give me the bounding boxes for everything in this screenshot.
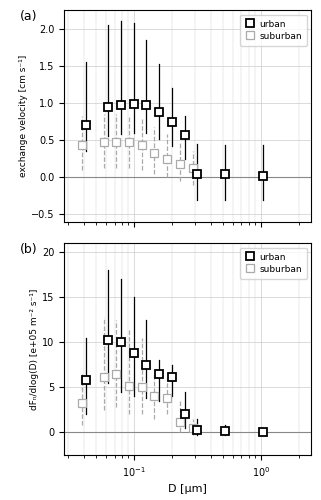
urban (144, 102, 148, 108)
suburban (178, 418, 182, 424)
suburban (80, 400, 83, 406)
urban (157, 109, 160, 115)
urban (183, 132, 187, 138)
suburban (127, 382, 131, 388)
suburban (114, 371, 118, 377)
urban (84, 122, 88, 128)
suburban (178, 161, 182, 167)
urban (170, 374, 174, 380)
Y-axis label: dFₙ/dlog(D) [e+05 m⁻² s⁻¹]: dFₙ/dlog(D) [e+05 m⁻² s⁻¹] (30, 288, 39, 410)
urban (119, 340, 123, 345)
urban (84, 377, 88, 383)
suburban (152, 150, 156, 156)
urban (195, 170, 199, 176)
urban (183, 412, 187, 418)
urban (223, 428, 227, 434)
urban (195, 427, 199, 433)
Legend: urban, suburban: urban, suburban (240, 248, 307, 278)
Text: (a): (a) (20, 10, 37, 23)
urban (132, 350, 135, 356)
urban (144, 362, 148, 368)
suburban (102, 374, 106, 380)
urban (170, 118, 174, 124)
Line: suburban: suburban (78, 370, 196, 432)
Line: urban: urban (82, 100, 267, 180)
suburban (127, 140, 131, 145)
Text: (b): (b) (20, 243, 37, 256)
Y-axis label: exchange velocity [cm s⁻¹]: exchange velocity [cm s⁻¹] (19, 55, 28, 177)
urban (223, 170, 227, 176)
Line: urban: urban (82, 336, 267, 436)
suburban (102, 138, 106, 144)
suburban (191, 166, 195, 172)
suburban (140, 384, 144, 390)
suburban (140, 142, 144, 148)
suburban (166, 156, 169, 162)
urban (261, 429, 265, 435)
suburban (114, 138, 118, 144)
urban (157, 371, 160, 377)
Legend: urban, suburban: urban, suburban (240, 14, 307, 46)
suburban (80, 142, 83, 148)
urban (261, 173, 265, 179)
urban (119, 102, 123, 108)
urban (132, 102, 135, 107)
urban (106, 338, 110, 344)
suburban (152, 394, 156, 400)
suburban (191, 425, 195, 431)
urban (106, 104, 110, 110)
Line: suburban: suburban (78, 138, 196, 172)
X-axis label: D [μm]: D [μm] (168, 484, 207, 494)
suburban (166, 395, 169, 401)
